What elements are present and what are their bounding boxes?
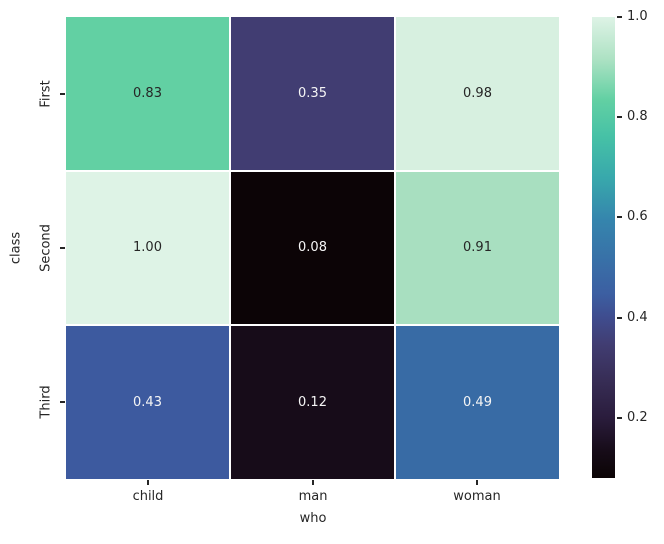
y-tick-label-second: Second xyxy=(38,224,54,272)
heatmap-cell-third-woman: 0.49 xyxy=(396,326,559,479)
cell-annotation: 0.83 xyxy=(133,85,162,101)
heatmap-cell-first-child: 0.83 xyxy=(66,17,229,170)
colorbar-tick-label: 0.4 xyxy=(627,310,648,325)
heatmap-cell-third-man: 0.12 xyxy=(231,326,394,479)
x-tick-label-man: man xyxy=(298,489,328,504)
heatmap-cell-second-woman: 0.91 xyxy=(396,171,559,325)
cell-annotation: 0.12 xyxy=(298,395,327,411)
colorbar-tick-mark xyxy=(617,317,622,319)
x-tick-mark xyxy=(312,480,314,485)
y-tick-mark xyxy=(60,401,65,403)
colorbar-tick-mark xyxy=(617,216,622,218)
colorbar-tick-label: 0.8 xyxy=(627,109,648,124)
x-tick-label-woman: woman xyxy=(453,489,501,504)
x-tick-mark xyxy=(147,480,149,485)
y-tick-mark xyxy=(60,247,65,249)
y-axis-label: class xyxy=(8,231,24,265)
y-tick-label-third: Third xyxy=(38,385,54,419)
cell-annotation: 1.00 xyxy=(133,240,162,256)
cell-annotation: 0.98 xyxy=(463,85,492,101)
cell-annotation: 0.08 xyxy=(298,240,327,256)
cell-annotation: 0.35 xyxy=(298,85,327,101)
colorbar-tick-label: 0.6 xyxy=(627,209,648,224)
colorbar-tick-mark xyxy=(617,417,622,419)
y-tick-mark xyxy=(60,93,65,95)
heatmap-cell-third-child: 0.43 xyxy=(66,326,229,479)
colorbar-tick-label: 0.2 xyxy=(627,410,648,425)
y-tick-label-first: First xyxy=(38,80,54,108)
cell-annotation: 0.91 xyxy=(463,240,492,256)
heatmap-cell-first-man: 0.35 xyxy=(231,17,394,170)
colorbar-gradient xyxy=(592,17,615,478)
x-tick-mark xyxy=(476,480,478,485)
heatmap-cell-first-woman: 0.98 xyxy=(396,17,559,170)
heatmap-cell-second-man: 0.08 xyxy=(231,171,394,325)
cell-annotation: 0.49 xyxy=(463,395,492,411)
cell-annotation: 0.43 xyxy=(133,395,162,411)
heatmap: 0.83 0.35 0.98 1.00 0.08 0.91 0.43 0.12 … xyxy=(66,17,559,479)
x-tick-label-child: child xyxy=(132,489,164,504)
x-axis-label: who xyxy=(299,511,327,526)
colorbar-tick-mark xyxy=(617,116,622,118)
heatmap-cell-second-child: 1.00 xyxy=(66,171,229,325)
colorbar xyxy=(592,17,615,478)
colorbar-tick-mark xyxy=(617,16,622,18)
colorbar-tick-label: 1.0 xyxy=(627,9,648,24)
